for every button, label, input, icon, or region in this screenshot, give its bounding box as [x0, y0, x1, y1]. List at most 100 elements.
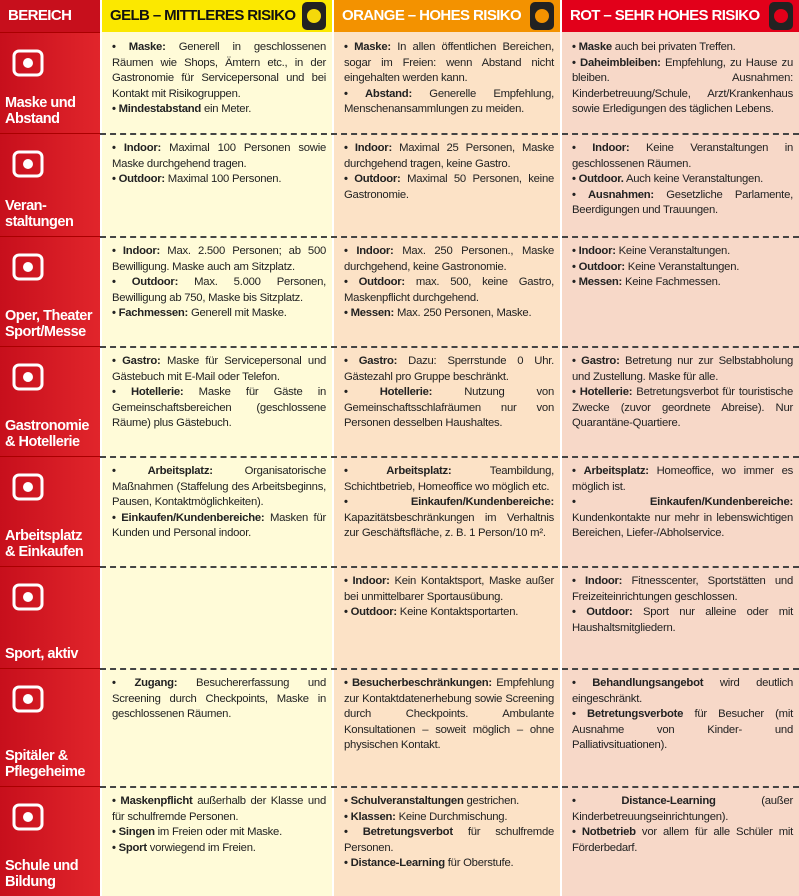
bullet-item: Outdoor: max. 500, keine Gastro, Maskenp… [344, 275, 554, 306]
bullet-item: Outdoor: Keine Veranstaltungen. [572, 260, 793, 276]
bullet-lead: Arbeitsplatz: [147, 465, 213, 477]
bullet-text: Teambildung, Schichtbetrieb, Homeoffice … [344, 465, 554, 493]
bullet-lead: Einkaufen/Kundenbereiche: [649, 496, 793, 508]
bullet-lead: Mindestabstand [118, 103, 202, 115]
bullet-item: Messen: Keine Fachmessen. [572, 275, 793, 291]
row-label-text: Arbeitsplatz & Einkaufen [5, 528, 84, 560]
bullet-text: Auch keine Veranstaltungen. [625, 173, 764, 185]
bullet-item: Arbeitsplatz: Homeoffice, wo immer es mö… [572, 464, 793, 495]
bullet-item: Betretungsverbot für schulfremde Persone… [344, 825, 554, 856]
cell: Indoor: Kein Kontaktsport, Maske außer b… [332, 566, 560, 668]
bullet-item: Sport vorwiegend im Freien. [112, 841, 326, 857]
row-label: Spitäler & Pflegeheime [0, 668, 100, 786]
cell: Zugang: Besuchererfassung und Screening … [100, 668, 332, 786]
row-separator [100, 786, 799, 788]
bullet-lead: Behandlungsangebot [592, 677, 704, 689]
bullet-text: Max. 250 Personen, Maske. [396, 307, 532, 319]
bullet-lead: Einkaufen/Kundenbereiche: [410, 496, 554, 508]
bullet-text: Keine Veranstaltungen. [618, 245, 731, 257]
bullet-lead: Maske: [354, 41, 391, 53]
bullet-item: Einkaufen/Kundenbereiche: Masken für Kun… [112, 511, 326, 542]
row-icon [12, 685, 44, 713]
bullet-text: Masken für Kunden und Personal indoor. [112, 511, 326, 540]
bullet-item: Arbeitsplatz: Organisatorische Maßnahmen… [112, 464, 326, 511]
row-separator [100, 236, 799, 238]
cell: Distance-Learning (außer Kinderbetreuung… [560, 786, 799, 896]
bullet-text: ein Meter. [203, 103, 252, 115]
bullet-item: Schulveranstaltungen gestrichen. [344, 794, 554, 810]
bullet-lead: Daheimbleiben: [580, 56, 661, 69]
row-label-text: Spitäler & Pflegeheime [5, 748, 85, 780]
bullet-lead: Notbetrieb [581, 826, 636, 838]
row-icon [12, 49, 44, 77]
bullet-text: Generell in geschlossenen Räumen wie Sho… [112, 41, 326, 100]
bullet-lead: Zugang: [134, 677, 178, 689]
bullet-lead: Klassen: [350, 810, 396, 823]
row-label: Schule und Bildung [0, 786, 100, 896]
bullet-lead: Outdoor. [578, 173, 624, 185]
bullet-text: Generelle Empfehlung, Menschenansammlung… [344, 87, 554, 116]
bullet-item: Outdoor: Maximal 100 Personen. [112, 172, 326, 188]
bullet-lead: Gastro: [581, 355, 620, 367]
row-label: Sport, aktiv [0, 566, 100, 668]
bullet-item: Indoor: Kein Kontaktsport, Maske außer b… [344, 574, 554, 605]
row-label-text: Oper, Theater Sport/Messe [5, 308, 92, 340]
bullet-text: außerhalb der Klasse und für schulfremde… [112, 795, 326, 823]
row-icon [12, 150, 44, 178]
bullet-text: Nutzung von Gemeinschaftsschlafräumen nu… [344, 386, 554, 429]
bullet-text: (außer Kinderbetreuungseinrichtungen). [572, 795, 794, 823]
row-label: Maske und Abstand [0, 32, 100, 133]
header-column: ROT – SEHR HOHES RISIKO [560, 0, 799, 32]
bullet-text: Gesetzliche Parlamente, Beerdigungen und… [572, 188, 793, 217]
bullet-text: Homeoffice, wo immer es möglich ist. [572, 465, 794, 493]
bullet-item: Indoor: Keine Veranstaltungen. [572, 244, 793, 260]
traffic-light [302, 2, 326, 30]
bullet-text: Max. 5.000 Personen, Bewilligung ab 750,… [112, 276, 327, 304]
bullet-item: Distance-Learning für Oberstufe. [344, 856, 554, 872]
bullet-lead: Outdoor: [350, 606, 398, 618]
bullet-item: Indoor: Maximal 100 Personen sowie Maske… [112, 141, 326, 172]
bullet-item: Singen im Freien oder mit Maske. [112, 825, 326, 841]
bullet-item: Abstand: Generelle Empfehlung, Menschena… [344, 87, 554, 118]
cell: Maske: In allen öffentlichen Bereichen, … [332, 32, 560, 133]
bullet-text: Keine Fachmessen. [624, 276, 721, 288]
row-icon [12, 363, 44, 391]
bullet-item: Outdoor: Keine Kontaktsportarten. [344, 605, 554, 621]
bullet-lead: Hotellerie: [379, 386, 433, 398]
bullet-item: Maske: In allen öffentlichen Bereichen, … [344, 40, 554, 87]
cell: Gastro: Maske für Servicepersonal und Gä… [100, 346, 332, 456]
bullet-item: Hotellerie: Maske für Gäste in Gemeinsch… [112, 385, 326, 432]
cell: Indoor: Max. 2.500 Personen; ab 500 Bewi… [100, 236, 332, 346]
row-separator [100, 456, 799, 458]
bullet-lead: Indoor: [592, 142, 630, 154]
bullet-lead: Arbeitsplatz: [386, 465, 452, 477]
row-label-text: Gastronomie & Hotellerie [5, 418, 89, 450]
bullet-text: im Freien oder mit Maske. [157, 826, 283, 838]
row-label-text: Veran- staltungen [5, 198, 74, 230]
bullet-item: Indoor: Keine Veranstaltungen in geschlo… [572, 141, 793, 172]
bullet-text: Maximal 25 Personen, Maske durchgehend t… [344, 142, 555, 170]
bullet-text: In allen öffentlichen Bereichen, sogar i… [344, 41, 554, 84]
cell: Maske: Generell in geschlossenen Räumen … [100, 32, 332, 133]
bullet-lead: Indoor: [123, 142, 162, 154]
bullet-item: Notbetrieb vor allem für alle Schüler mi… [572, 825, 793, 856]
row-separator [100, 566, 799, 568]
bullet-lead: Hotellerie: [130, 386, 184, 398]
row-label-text: Schule und Bildung [5, 858, 79, 890]
bullet-item: Mindestabstand ein Meter. [112, 102, 326, 118]
cell: Indoor: Keine Veranstaltungen in geschlo… [560, 133, 799, 236]
lamp [774, 9, 788, 23]
bullet-text: Dazu: Sperrstunde 0 Uhr. Gästezahl pro G… [344, 355, 554, 383]
bullet-text: Keine Kontaktsportarten. [399, 606, 519, 618]
bullet-lead: Sport [118, 841, 148, 854]
bullet-item: Outdoor: Max. 5.000 Personen, Bewilligun… [112, 275, 326, 306]
row-icon [12, 253, 44, 281]
row-label: Gastronomie & Hotellerie [0, 346, 100, 456]
bullet-lead: Outdoor: [578, 260, 626, 273]
bullet-lead: Outdoor: [354, 173, 401, 185]
bullet-text: Fitnesscenter, Sportstätten und Freizeit… [572, 575, 793, 603]
cell: Arbeitsplatz: Organisatorische Maßnahmen… [100, 456, 332, 566]
cell: Indoor: Keine Veranstaltungen.Outdoor: K… [560, 236, 799, 346]
bullet-item: Indoor: Max. 250 Personen., Maske durchg… [344, 244, 554, 275]
bullet-item: Einkaufen/Kundenbereiche: Kundenkontakte… [572, 495, 793, 542]
